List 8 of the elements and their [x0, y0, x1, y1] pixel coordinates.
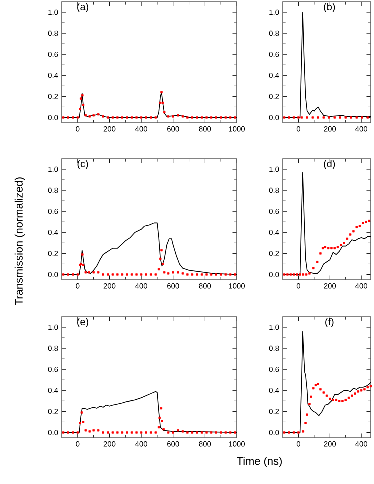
- chart-title: (c): [78, 160, 88, 170]
- chart-title: (d): [324, 160, 336, 170]
- chart-title: (b): [324, 3, 336, 12]
- chart-title: (a): [78, 3, 88, 12]
- y-axis-title: Transmission (normalized): [14, 178, 26, 306]
- chart-title: (e): [78, 318, 88, 328]
- x-axis-title: Time (ns): [237, 457, 282, 468]
- chart-title: (f): [326, 318, 334, 328]
